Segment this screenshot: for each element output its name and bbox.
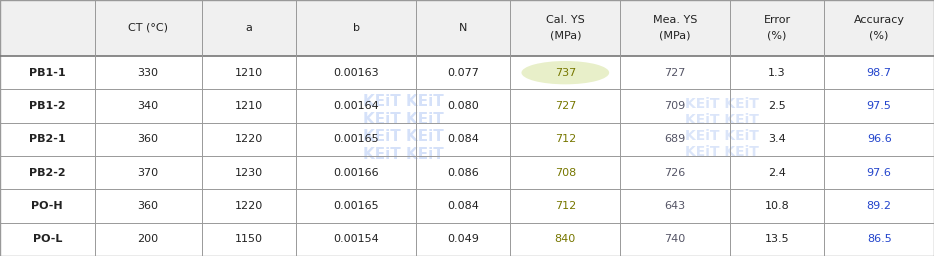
Text: 726: 726 [664, 168, 686, 178]
Text: 98.7: 98.7 [867, 68, 892, 78]
Text: 0.00165: 0.00165 [333, 201, 379, 211]
Text: 0.080: 0.080 [447, 101, 479, 111]
Text: (%): (%) [870, 31, 889, 41]
Text: b: b [352, 23, 360, 33]
Text: 0.00163: 0.00163 [333, 68, 379, 78]
Text: 13.5: 13.5 [765, 234, 789, 244]
Text: 709: 709 [664, 101, 686, 111]
Text: 97.6: 97.6 [867, 168, 892, 178]
Text: (MPa): (MPa) [659, 31, 691, 41]
Text: Error: Error [763, 15, 791, 25]
Text: PO-H: PO-H [32, 201, 64, 211]
Bar [0, 0, 934, 56]
Text: 360: 360 [137, 201, 159, 211]
Text: 727: 727 [555, 101, 576, 111]
Text: (MPa): (MPa) [549, 31, 581, 41]
Ellipse shape [521, 61, 609, 84]
Text: CT (°C): CT (°C) [128, 23, 168, 33]
Text: 740: 740 [664, 234, 686, 244]
Text: 200: 200 [137, 234, 159, 244]
Text: 340: 340 [137, 101, 159, 111]
Text: 0.084: 0.084 [447, 134, 479, 144]
Text: 96.6: 96.6 [867, 134, 892, 144]
Text: PO-L: PO-L [33, 234, 62, 244]
Text: 0.086: 0.086 [447, 168, 479, 178]
Text: 1220: 1220 [234, 134, 263, 144]
Text: 89.2: 89.2 [867, 201, 892, 211]
Text: 1210: 1210 [234, 68, 263, 78]
Text: 1.3: 1.3 [769, 68, 785, 78]
Text: a: a [246, 23, 252, 33]
Text: 3.4: 3.4 [768, 134, 785, 144]
Text: PB1-1: PB1-1 [29, 68, 65, 78]
Text: N: N [459, 23, 467, 33]
Text: Cal. YS: Cal. YS [546, 15, 585, 25]
Text: 2.4: 2.4 [768, 168, 786, 178]
Text: 0.00165: 0.00165 [333, 134, 379, 144]
Text: 86.5: 86.5 [867, 234, 892, 244]
Text: (%): (%) [768, 31, 786, 41]
Text: 712: 712 [555, 134, 576, 144]
Ellipse shape [518, 14, 612, 53]
Text: 1230: 1230 [234, 168, 263, 178]
Text: 737: 737 [555, 68, 576, 78]
Text: 0.049: 0.049 [447, 234, 479, 244]
Text: 0.00166: 0.00166 [333, 168, 379, 178]
Text: PB2-1: PB2-1 [29, 134, 65, 144]
Text: 2.5: 2.5 [768, 101, 785, 111]
Text: 360: 360 [137, 134, 159, 144]
Text: 1210: 1210 [234, 101, 263, 111]
Text: 370: 370 [137, 168, 159, 178]
Text: 330: 330 [137, 68, 159, 78]
Text: 0.077: 0.077 [447, 68, 479, 78]
Text: 0.00154: 0.00154 [333, 234, 379, 244]
Text: 10.8: 10.8 [765, 201, 789, 211]
Text: PB1-2: PB1-2 [29, 101, 65, 111]
Text: Accuracy: Accuracy [854, 15, 905, 25]
Text: KEiT KEiT
KEiT KEiT
KEiT KEiT
KEiT KEiT: KEiT KEiT KEiT KEiT KEiT KEiT KEiT KEiT [686, 97, 759, 159]
Text: 840: 840 [555, 234, 576, 244]
Text: 727: 727 [664, 68, 686, 78]
Text: 643: 643 [664, 201, 686, 211]
Text: Mea. YS: Mea. YS [653, 15, 697, 25]
Text: 0.084: 0.084 [447, 201, 479, 211]
Text: PB2-2: PB2-2 [29, 168, 65, 178]
Text: 712: 712 [555, 201, 576, 211]
Text: 689: 689 [664, 134, 686, 144]
Text: KEiT KEiT
KEiT KEiT
KEiT KEiT
KEiT KEiT: KEiT KEiT KEiT KEiT KEiT KEiT KEiT KEiT [363, 94, 444, 162]
Text: 0.00164: 0.00164 [333, 101, 379, 111]
Text: 1150: 1150 [235, 234, 263, 244]
Text: 708: 708 [555, 168, 576, 178]
Text: 97.5: 97.5 [867, 101, 892, 111]
Text: 1220: 1220 [234, 201, 263, 211]
